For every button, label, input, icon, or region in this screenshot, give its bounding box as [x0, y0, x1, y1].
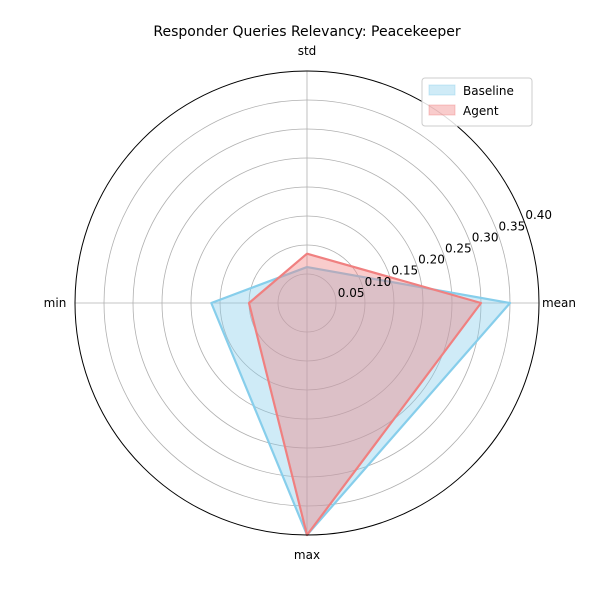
tick-label-6: 0.35 — [499, 219, 526, 233]
legend-swatch-agent — [428, 104, 456, 116]
category-labels: mean std min max — [44, 44, 576, 562]
tick-label-4: 0.25 — [445, 242, 472, 256]
category-label-std: std — [298, 44, 317, 58]
legend-label-agent: Agent — [463, 104, 499, 118]
legend-box — [421, 77, 533, 127]
series-agent-fill — [249, 253, 481, 535]
series-baseline-fill — [211, 267, 511, 535]
radar-spokes — [75, 71, 539, 535]
tick-label-0: 0.05 — [338, 286, 365, 300]
category-label-mean: mean — [542, 296, 576, 310]
legend-label-baseline: Baseline — [463, 84, 514, 98]
series-agent-line — [247, 252, 483, 537]
tick-label-3: 0.20 — [418, 253, 445, 267]
radar-series — [210, 252, 512, 537]
category-label-min: min — [44, 296, 67, 310]
tick-label-7: 0.40 — [525, 208, 552, 222]
chart-title: Responder Queries Relevancy: Peacekeeper — [153, 24, 460, 40]
legend: Baseline Agent — [421, 77, 533, 127]
tick-label-2: 0.15 — [391, 264, 418, 278]
radar-outer-ring — [74, 70, 540, 536]
tick-label-5: 0.30 — [472, 230, 499, 244]
category-label-max: max — [294, 548, 320, 562]
legend-swatch-baseline — [428, 84, 456, 96]
series-baseline-line — [210, 265, 512, 537]
tick-label-1: 0.10 — [365, 275, 392, 289]
radial-tick-labels: 0.050.100.150.200.250.300.350.40 — [338, 208, 552, 300]
